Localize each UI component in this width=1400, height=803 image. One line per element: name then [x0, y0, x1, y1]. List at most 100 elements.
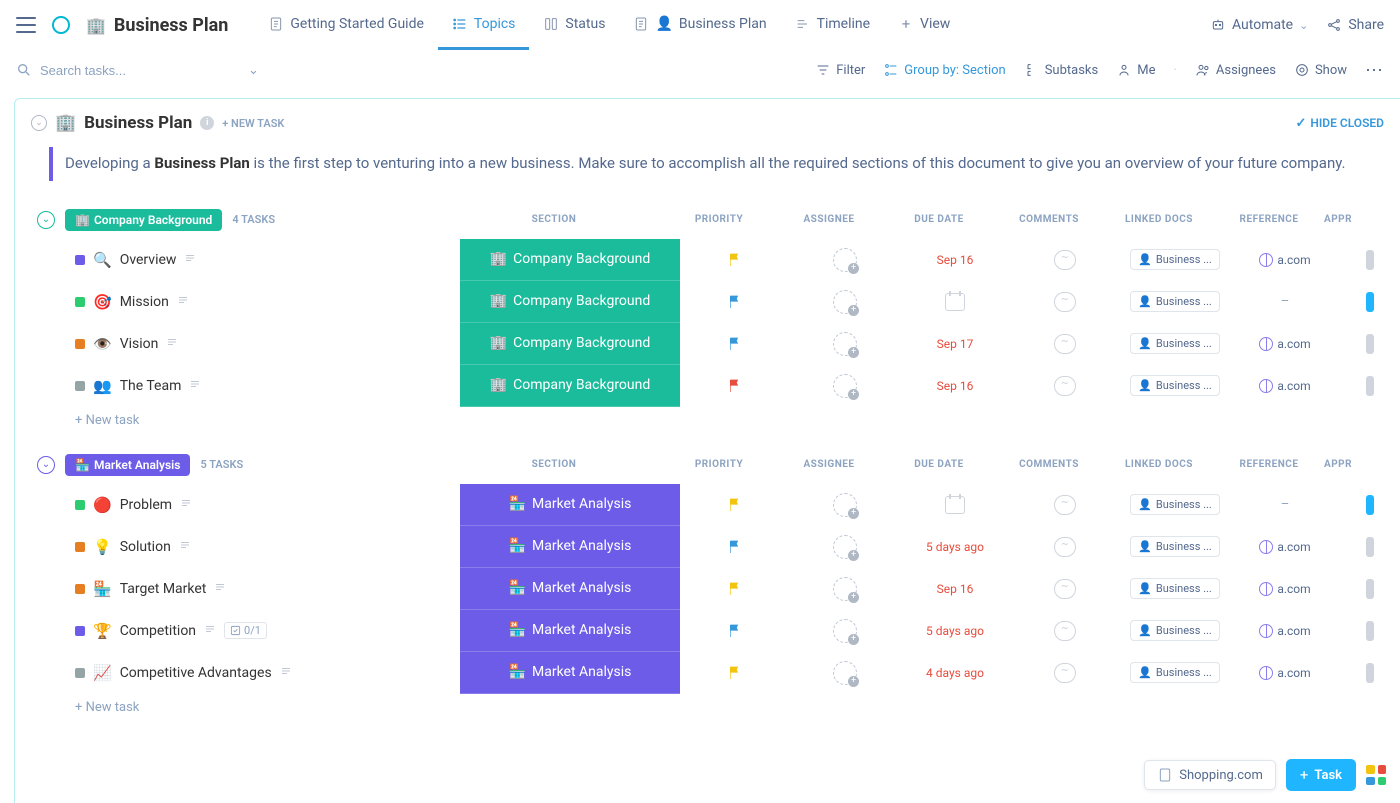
task-linked-docs[interactable]: 👤Business ... — [1120, 620, 1230, 641]
task-comments[interactable] — [1010, 537, 1120, 557]
col-header-linked[interactable]: LINKED DOCS — [1104, 214, 1214, 225]
task-status[interactable] — [75, 381, 85, 391]
col-header-reference[interactable]: REFERENCE — [1214, 459, 1324, 470]
task-status[interactable] — [75, 255, 85, 265]
subtasks-button[interactable]: Subtasks — [1024, 62, 1099, 78]
col-header-linked[interactable]: LINKED DOCS — [1104, 459, 1214, 470]
task-name[interactable]: The Team — [120, 378, 182, 394]
col-header-priority[interactable]: PRIORITY — [664, 214, 774, 225]
task-assignee[interactable] — [790, 619, 900, 643]
task-comments[interactable] — [1010, 495, 1120, 515]
col-header-reference[interactable]: REFERENCE — [1214, 214, 1324, 225]
task-priority[interactable] — [680, 665, 790, 681]
col-header-comments[interactable]: COMMENTS — [994, 214, 1104, 225]
task-status[interactable] — [75, 668, 85, 678]
col-header-section[interactable]: SECTION — [444, 214, 664, 225]
task-name[interactable]: Vision — [120, 336, 159, 352]
col-header-approved[interactable]: APPR — [1324, 459, 1384, 470]
tab-timeline[interactable]: Timeline — [781, 0, 884, 50]
task-edit-icon[interactable] — [184, 252, 196, 267]
col-header-assignee[interactable]: ASSIGNEE — [774, 459, 884, 470]
groupby-button[interactable]: Group by: Section — [883, 62, 1005, 78]
task-duedate[interactable]: 5 days ago — [926, 540, 984, 554]
task-section-cell[interactable]: 🏪Market Analysis — [460, 568, 680, 610]
task-row[interactable]: 🏪 Target Market 🏪Market Analysis Sep 16 … — [15, 568, 1400, 610]
task-edit-icon[interactable] — [204, 623, 216, 638]
col-header-assignee[interactable]: ASSIGNEE — [774, 214, 884, 225]
tab-business-plan[interactable]: 👤Business Plan — [619, 0, 780, 50]
task-row[interactable]: 🔴 Problem 🏪Market Analysis 👤Business ...… — [15, 484, 1400, 526]
task-name[interactable]: Mission — [120, 294, 169, 310]
task-status[interactable] — [75, 500, 85, 510]
menu-toggle[interactable] — [16, 17, 36, 33]
new-task-button[interactable]: + Task — [1286, 759, 1356, 791]
task-status[interactable] — [75, 584, 85, 594]
task-reference[interactable]: a.com — [1259, 253, 1310, 267]
task-edit-icon[interactable] — [166, 336, 178, 351]
task-edit-icon[interactable] — [180, 497, 192, 512]
task-row[interactable]: 🎯 Mission 🏢Company Background 👤Business … — [15, 281, 1400, 323]
tab-topics[interactable]: Topics — [438, 0, 529, 50]
assignees-button[interactable]: Assignees — [1195, 62, 1276, 78]
task-status[interactable] — [75, 626, 85, 636]
task-assignee[interactable] — [790, 577, 900, 601]
more-menu[interactable]: ⋯ — [1365, 60, 1384, 81]
task-linked-docs[interactable]: 👤Business ... — [1120, 662, 1230, 683]
task-linked-docs[interactable]: 👤Business ... — [1120, 291, 1230, 312]
search-input[interactable] — [40, 63, 200, 78]
task-name[interactable]: Solution — [120, 539, 171, 555]
group-badge[interactable]: 🏢 Company Background — [65, 209, 222, 231]
task-section-cell[interactable]: 🏪Market Analysis — [460, 652, 680, 694]
task-assignee[interactable] — [790, 332, 900, 356]
show-button[interactable]: Show — [1294, 62, 1347, 78]
apps-button[interactable] — [1366, 765, 1386, 785]
task-edit-icon[interactable] — [189, 378, 201, 393]
task-name[interactable]: Competition — [120, 623, 196, 639]
task-section-cell[interactable]: 🏢Company Background — [460, 323, 680, 365]
task-approved[interactable] — [1340, 537, 1400, 557]
logo-icon[interactable] — [52, 16, 70, 34]
task-approved[interactable] — [1340, 250, 1400, 270]
shopping-chip[interactable]: Shopping.com — [1144, 760, 1276, 790]
task-comments[interactable] — [1010, 292, 1120, 312]
task-reference[interactable]: a.com — [1259, 379, 1310, 393]
task-edit-icon[interactable] — [214, 581, 226, 596]
task-assignee[interactable] — [790, 248, 900, 272]
col-header-comments[interactable]: COMMENTS — [994, 459, 1104, 470]
task-reference[interactable]: a.com — [1259, 666, 1310, 680]
task-name[interactable]: Overview — [120, 252, 177, 268]
task-row[interactable]: 👁️ Vision 🏢Company Background Sep 17 👤Bu… — [15, 323, 1400, 365]
task-priority[interactable] — [680, 623, 790, 639]
task-section-cell[interactable]: 🏪Market Analysis — [460, 610, 680, 652]
task-assignee[interactable] — [790, 661, 900, 685]
duedate-empty-icon[interactable] — [945, 293, 965, 311]
task-approved[interactable] — [1340, 663, 1400, 683]
new-task-header[interactable]: + NEW TASK — [222, 117, 284, 130]
list-collapse[interactable]: ⌄ — [31, 115, 47, 131]
group-collapse[interactable]: ⌄ — [37, 211, 55, 229]
col-header-priority[interactable]: PRIORITY — [664, 459, 774, 470]
task-section-cell[interactable]: 🏪Market Analysis — [460, 526, 680, 568]
hide-closed-button[interactable]: ✓ HIDE CLOSED — [1295, 116, 1384, 131]
task-linked-docs[interactable]: 👤Business ... — [1120, 578, 1230, 599]
task-section-cell[interactable]: 🏢Company Background — [460, 365, 680, 407]
task-approved[interactable] — [1340, 579, 1400, 599]
task-priority[interactable] — [680, 497, 790, 513]
task-linked-docs[interactable]: 👤Business ... — [1120, 536, 1230, 557]
task-duedate[interactable]: Sep 17 — [937, 337, 974, 351]
task-comments[interactable] — [1010, 376, 1120, 396]
task-priority[interactable] — [680, 378, 790, 394]
tab-getting-started-guide[interactable]: Getting Started Guide — [254, 0, 438, 50]
task-edit-icon[interactable] — [280, 665, 292, 680]
task-assignee[interactable] — [790, 493, 900, 517]
task-status[interactable] — [75, 297, 85, 307]
task-approved[interactable] — [1340, 621, 1400, 641]
task-linked-docs[interactable]: 👤Business ... — [1120, 494, 1230, 515]
task-reference[interactable]: a.com — [1259, 582, 1310, 596]
task-linked-docs[interactable]: 👤Business ... — [1120, 249, 1230, 270]
group-collapse[interactable]: ⌄ — [37, 456, 55, 474]
task-approved[interactable] — [1340, 495, 1400, 515]
duedate-empty-icon[interactable] — [945, 496, 965, 514]
task-approved[interactable] — [1340, 376, 1400, 396]
task-row[interactable]: 📈 Competitive Advantages 🏪Market Analysi… — [15, 652, 1400, 694]
